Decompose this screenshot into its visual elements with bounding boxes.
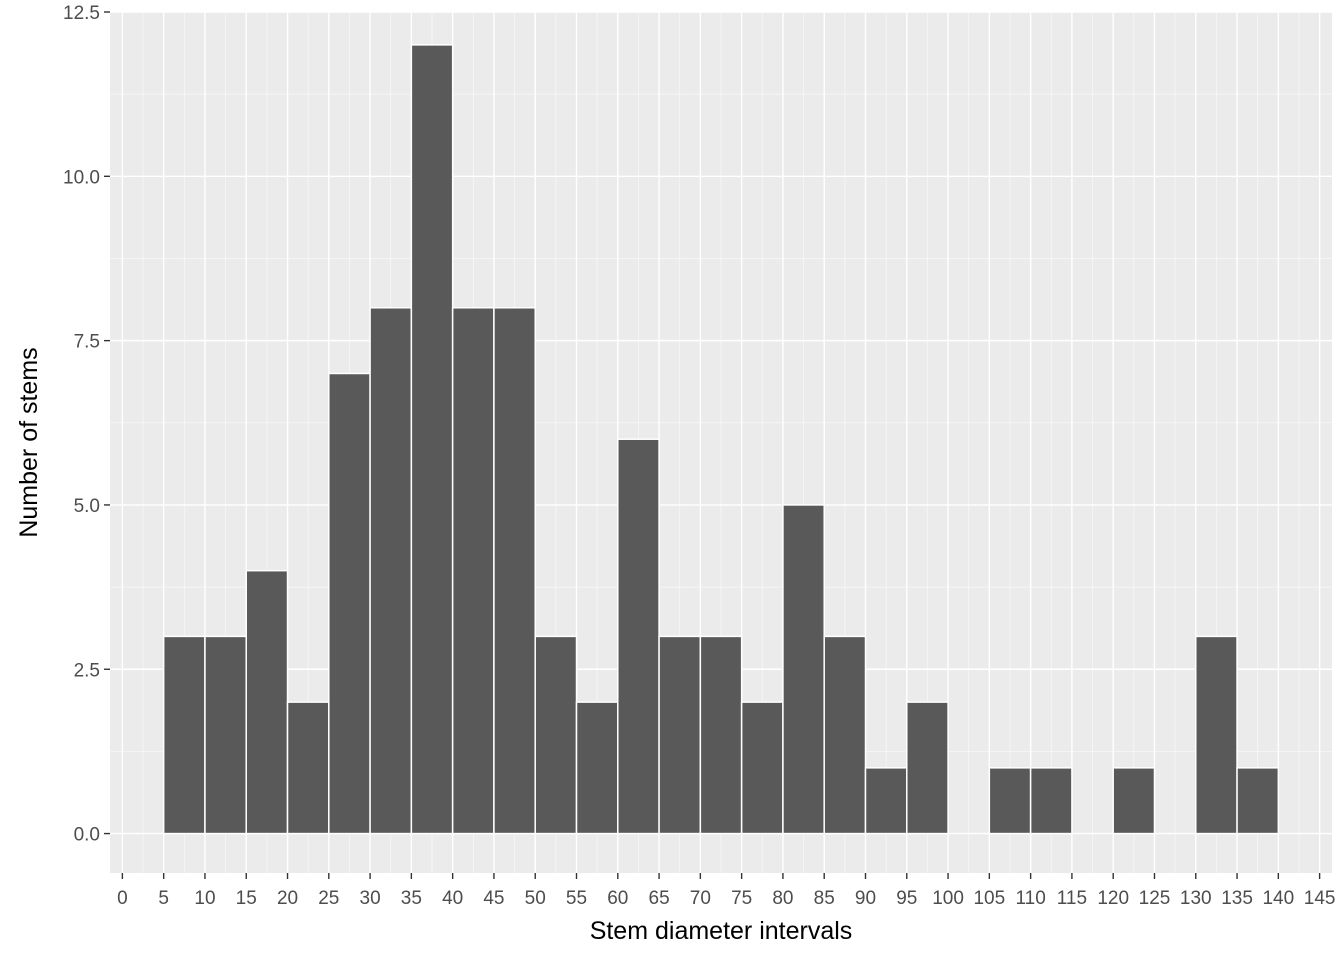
x-tick-label: 135 <box>1221 888 1253 909</box>
x-tick-label: 65 <box>649 888 670 909</box>
x-tick-label: 130 <box>1180 888 1212 909</box>
y-tick-label: 0.0 <box>74 825 100 846</box>
x-tick-label: 120 <box>1097 888 1129 909</box>
x-tick-label: 40 <box>442 888 463 909</box>
x-tick-label: 25 <box>318 888 339 909</box>
y-tick-label: 2.5 <box>74 660 100 681</box>
bar <box>328 372 371 835</box>
x-tick-label: 95 <box>896 888 917 909</box>
x-tick-label: 10 <box>194 888 215 909</box>
x-tick-label: 110 <box>1015 888 1045 909</box>
x-tick-label: 100 <box>932 888 964 909</box>
bar <box>699 635 743 835</box>
bar <box>575 701 619 835</box>
bar <box>204 635 247 835</box>
y-tick-label: 12.5 <box>63 3 100 24</box>
y-axis: 0.0 2.5 5.0 7.5 10.0 12.5 <box>63 3 110 846</box>
x-tick-label: 115 <box>1057 888 1087 909</box>
x-tick-label: 140 <box>1262 888 1294 909</box>
x-tick-label: 35 <box>401 888 422 909</box>
bar <box>988 767 1032 835</box>
x-tick-label: 75 <box>731 888 752 909</box>
bar <box>617 438 660 835</box>
x-tick-label: 5 <box>158 888 169 909</box>
bar <box>658 635 702 835</box>
bar <box>451 307 495 835</box>
x-axis-title: Stem diameter intervals <box>590 917 853 945</box>
bar <box>1112 767 1156 835</box>
x-tick-label: 0 <box>117 888 128 909</box>
bar <box>1236 767 1280 835</box>
x-tick-label: 45 <box>483 888 504 909</box>
bar <box>493 307 536 835</box>
x-tick-label: 70 <box>690 888 711 909</box>
x-tick-label: 30 <box>360 888 381 909</box>
bar <box>823 635 867 835</box>
bars <box>162 44 1280 835</box>
x-tick-label: 145 <box>1304 888 1336 909</box>
x-tick-label: 60 <box>607 888 628 909</box>
x-tick-label: 50 <box>525 888 546 909</box>
y-axis-title: Number of stems <box>15 347 43 537</box>
bar <box>369 307 413 835</box>
y-tick-label: 5.0 <box>74 496 100 517</box>
bar <box>864 767 908 835</box>
bar <box>740 701 784 835</box>
bar <box>906 701 949 835</box>
bar <box>162 635 206 835</box>
x-tick-label: 125 <box>1139 888 1171 909</box>
bar <box>1029 767 1073 835</box>
x-tick-label: 105 <box>973 888 1005 909</box>
y-tick-label: 7.5 <box>74 332 100 353</box>
bar <box>286 701 330 835</box>
x-axis: 0 5 10 15 20 25 30 35 40 45 50 55 60 65 70 75 80 85 90 95 10… <box>117 873 1335 909</box>
bar <box>1195 635 1238 835</box>
x-tick-label: 80 <box>772 888 793 909</box>
x-tick-label: 55 <box>566 888 587 909</box>
x-tick-label: 85 <box>814 888 835 909</box>
bar <box>782 504 825 835</box>
x-tick-label: 20 <box>277 888 298 909</box>
y-tick-label: 10.0 <box>63 167 100 188</box>
bar <box>534 635 578 835</box>
x-tick-label: 90 <box>855 888 876 909</box>
bar <box>410 44 454 835</box>
bar <box>245 569 289 835</box>
x-tick-label: 15 <box>236 888 257 909</box>
